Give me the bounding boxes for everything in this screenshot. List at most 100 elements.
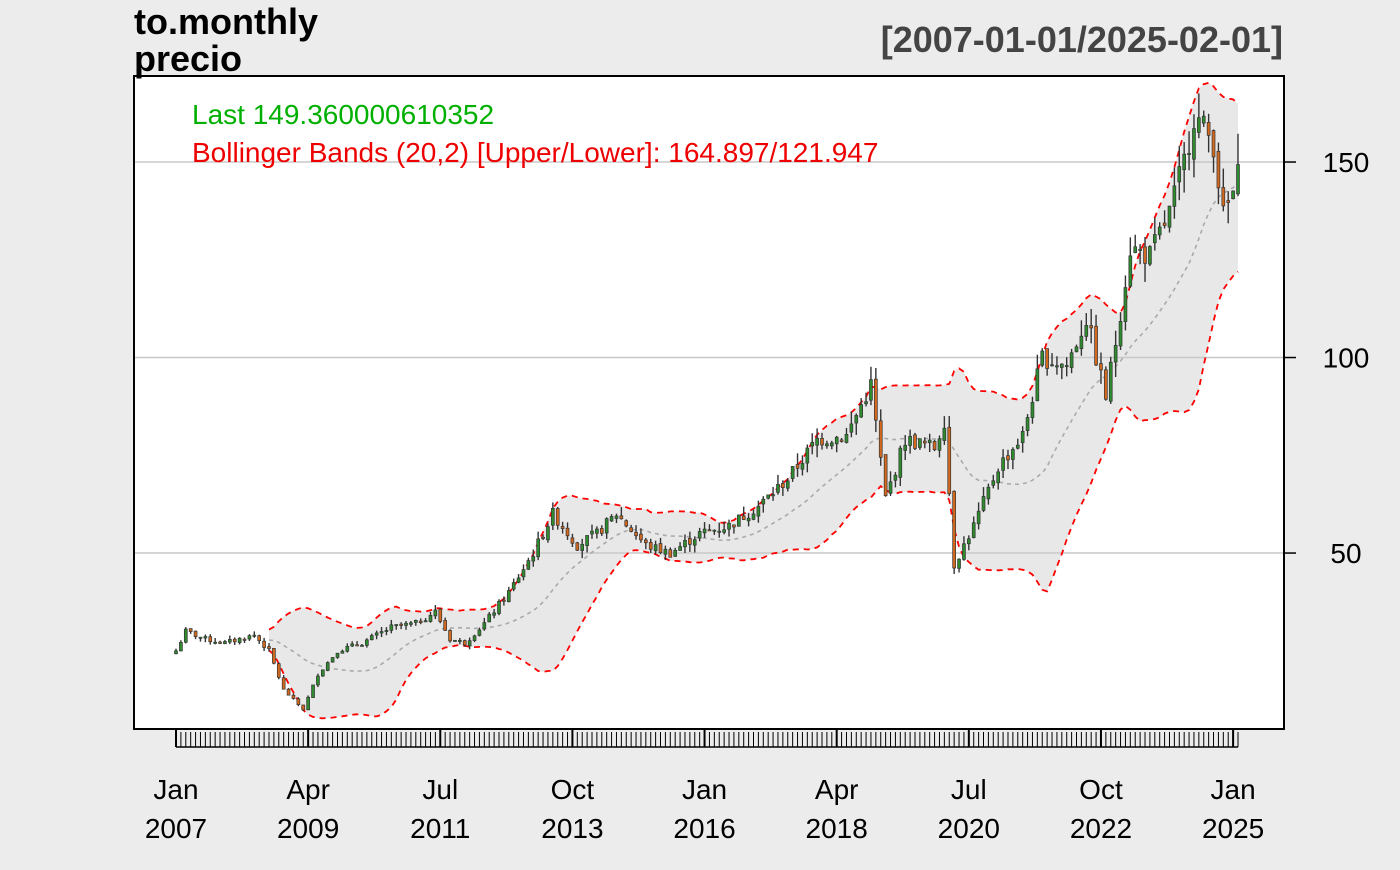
candle-body: [399, 623, 403, 626]
candle-body: [599, 528, 604, 534]
candle: [232, 637, 237, 646]
candle-body: [1128, 255, 1133, 287]
candle: [668, 547, 673, 558]
candle-body: [996, 471, 1001, 484]
candle-body: [658, 543, 663, 553]
candle-body: [707, 529, 712, 532]
candle-body: [962, 543, 966, 560]
candle: [413, 619, 418, 626]
candle: [785, 478, 790, 492]
candle: [590, 524, 594, 539]
candle: [1231, 190, 1235, 200]
candle-body: [859, 404, 863, 418]
x-tick-month-label: Jan: [682, 774, 727, 805]
candle: [384, 627, 389, 636]
candle: [678, 542, 682, 551]
candle-body: [276, 663, 281, 678]
candle: [1035, 354, 1040, 402]
y-tick-label: 50: [1330, 538, 1361, 569]
candle-body: [482, 622, 487, 630]
candle: [374, 630, 379, 640]
y-tick-label: 100: [1323, 343, 1370, 374]
candle-body: [668, 549, 673, 558]
candle: [903, 435, 908, 461]
candle: [1079, 320, 1084, 356]
moving-average-line: [268, 182, 1239, 672]
candle: [453, 639, 457, 642]
candle-body: [257, 635, 262, 642]
candle: [1226, 191, 1231, 224]
candle-body: [991, 480, 996, 486]
candle: [942, 416, 947, 445]
candle: [218, 640, 222, 645]
x-tick-year-label: 2007: [145, 813, 207, 844]
candle: [1177, 145, 1182, 201]
candle: [849, 411, 854, 438]
candle-body: [922, 440, 927, 444]
candle: [482, 617, 487, 631]
x-tick-year-label: 2013: [541, 813, 603, 844]
candle-body: [766, 494, 770, 499]
candle: [746, 513, 751, 527]
candle: [1055, 356, 1059, 375]
candle: [394, 624, 399, 630]
candle: [188, 628, 193, 634]
candle: [1045, 348, 1049, 376]
x-tick-year-label: 2011: [410, 813, 470, 844]
candle-body: [815, 437, 819, 446]
candle-body: [927, 439, 932, 444]
candle-body: [1099, 363, 1103, 371]
candle: [976, 502, 981, 530]
candle-body: [1216, 150, 1221, 189]
candle: [653, 540, 658, 555]
candle: [1221, 168, 1226, 212]
candle-body: [800, 463, 805, 470]
candle-body: [1050, 364, 1054, 367]
candle-body: [291, 694, 296, 699]
candle-body: [409, 622, 413, 625]
candle-body: [908, 435, 912, 446]
candle-body: [864, 401, 868, 405]
x-tick-month-label: Jan: [1211, 774, 1256, 805]
candle: [257, 634, 262, 644]
candle: [741, 506, 746, 520]
candle-body: [374, 632, 379, 636]
candle: [913, 432, 917, 451]
legend-last-value: Last 149.360000610352: [192, 99, 494, 130]
candle-body: [1108, 361, 1113, 402]
candle: [805, 444, 810, 473]
candle: [971, 516, 976, 539]
candle: [350, 641, 355, 648]
candle-body: [771, 494, 775, 497]
candle-body: [795, 464, 800, 469]
candle: [458, 637, 462, 645]
candle-body: [477, 629, 482, 636]
candle: [962, 536, 966, 561]
candle: [1006, 449, 1010, 470]
candle: [1216, 142, 1221, 205]
candle-body: [683, 539, 687, 548]
candle-body: [619, 515, 624, 520]
candle-body: [198, 636, 203, 639]
candle-body: [306, 696, 310, 711]
candle: [864, 392, 868, 407]
candle-body: [844, 433, 849, 443]
candle-body: [1226, 200, 1231, 203]
candle: [1143, 237, 1147, 282]
candle: [506, 586, 511, 603]
candle: [1138, 244, 1142, 265]
candle-body: [595, 528, 599, 534]
candle: [502, 596, 506, 606]
candle-body: [423, 620, 428, 623]
candle-body: [751, 513, 756, 520]
candle: [800, 455, 805, 476]
candle-body: [296, 698, 301, 705]
candle-body: [560, 526, 565, 529]
candle-body: [967, 538, 971, 545]
candle: [707, 524, 712, 532]
candle-body: [223, 641, 227, 645]
candle-body: [1064, 365, 1069, 368]
candle-body: [732, 524, 736, 528]
candle-body: [438, 608, 443, 622]
